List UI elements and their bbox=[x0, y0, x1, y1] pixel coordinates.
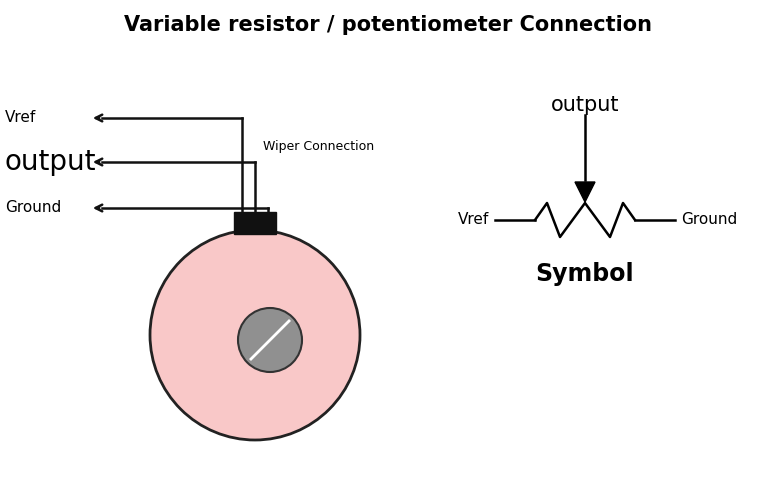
Text: Vref: Vref bbox=[5, 110, 37, 125]
Text: output: output bbox=[551, 95, 619, 115]
Text: Vref: Vref bbox=[458, 213, 489, 228]
Ellipse shape bbox=[150, 230, 360, 440]
Polygon shape bbox=[575, 182, 595, 202]
Text: Variable resistor / potentiometer Connection: Variable resistor / potentiometer Connec… bbox=[124, 15, 653, 35]
Bar bbox=[234, 212, 276, 234]
Text: Wiper Connection: Wiper Connection bbox=[263, 140, 374, 153]
Ellipse shape bbox=[238, 308, 302, 372]
Text: Symbol: Symbol bbox=[535, 262, 634, 286]
Text: Ground: Ground bbox=[5, 201, 61, 216]
Text: Ground: Ground bbox=[681, 213, 737, 228]
Text: output: output bbox=[5, 148, 96, 176]
